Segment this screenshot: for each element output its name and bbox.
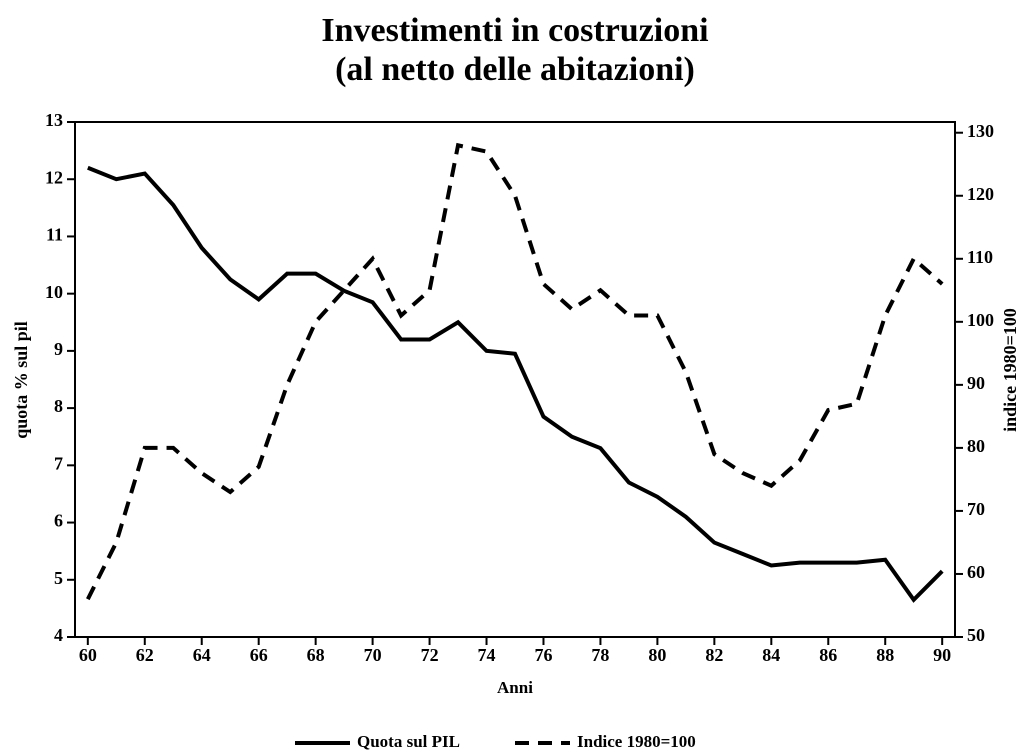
x-tick-label: 62 (136, 645, 154, 665)
y-tick-label: 4 (54, 625, 63, 645)
x-axis-label: Anni (497, 678, 533, 697)
y2-tick-label: 100 (967, 310, 994, 330)
y2-tick-label: 50 (967, 625, 985, 645)
y2-tick-label: 60 (967, 562, 985, 582)
x-tick-label: 78 (591, 645, 609, 665)
legend-label: Quota sul PIL (357, 732, 460, 751)
y2-tick-label: 70 (967, 499, 985, 519)
x-tick-label: 82 (705, 645, 723, 665)
y2-tick-label: 110 (967, 247, 993, 267)
x-tick-label: 80 (648, 645, 666, 665)
x-tick-label: 64 (193, 645, 211, 665)
y2-tick-label: 130 (967, 121, 994, 141)
y-tick-label: 5 (54, 568, 63, 588)
x-tick-label: 88 (876, 645, 894, 665)
x-tick-label: 76 (534, 645, 552, 665)
x-tick-label: 84 (762, 645, 780, 665)
x-tick-label: 70 (364, 645, 382, 665)
chart-subtitle: (al netto delle abitazioni) (335, 51, 695, 88)
x-tick-label: 72 (421, 645, 439, 665)
y-tick-label: 11 (46, 225, 63, 245)
x-tick-label: 68 (307, 645, 325, 665)
legend-label: Indice 1980=100 (577, 732, 696, 751)
y2-axis-label: indice 1980=100 (1000, 308, 1020, 432)
chart-title: Investimenti in costruzioni (321, 12, 708, 49)
line-series (86, 142, 944, 601)
y-axis-label: quota % sul pil (11, 321, 31, 439)
x-tick-label: 86 (819, 645, 837, 665)
y-tick-label: 12 (45, 167, 63, 187)
y-tick-label: 8 (54, 396, 63, 416)
y2-tick-label: 80 (967, 436, 985, 456)
y-tick-label: 13 (45, 110, 63, 130)
y-tick-label: 7 (54, 453, 63, 473)
x-tick-label: 66 (250, 645, 268, 665)
y-tick-label: 6 (54, 511, 63, 531)
y-tick-label: 10 (45, 282, 63, 302)
plot-frame (74, 121, 956, 638)
y2-tick-label: 90 (967, 373, 985, 393)
y-tick-label: 9 (54, 339, 63, 359)
x-tick-label: 90 (933, 645, 951, 665)
line-series (87, 165, 944, 603)
y2-tick-label: 120 (967, 184, 994, 204)
x-tick-label: 74 (478, 645, 496, 665)
x-tick-label: 60 (79, 645, 97, 665)
